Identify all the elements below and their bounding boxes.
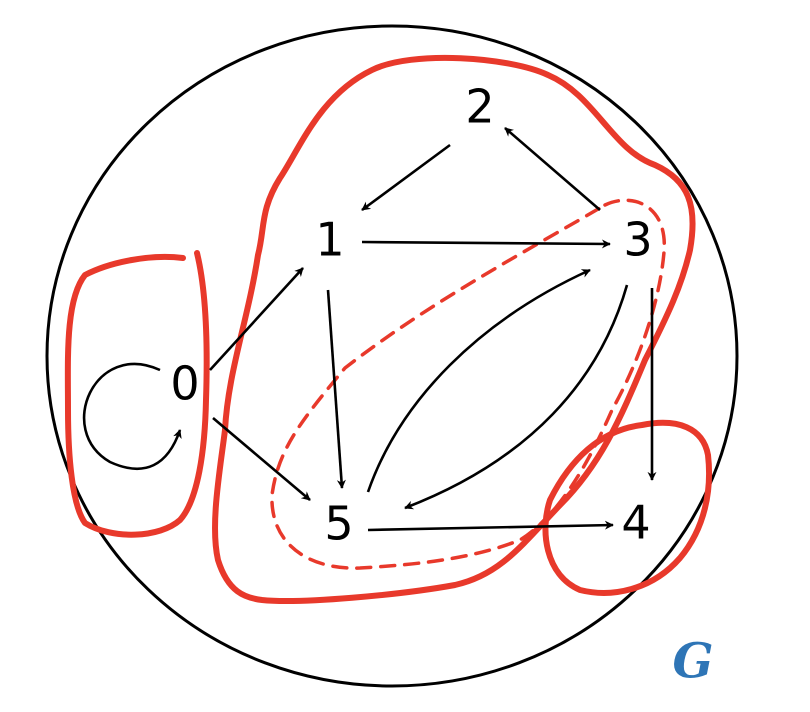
node-1-label: 1 bbox=[315, 213, 344, 267]
node-0-label: 0 bbox=[170, 357, 199, 411]
highlight-region-node-0 bbox=[64, 250, 210, 538]
graph-name-label: G bbox=[673, 634, 714, 690]
graph-boundary-circle bbox=[45, 24, 739, 688]
edge-5-to-4 bbox=[367, 520, 614, 532]
node-2-label: 2 bbox=[465, 80, 494, 134]
node-3-label: 3 bbox=[623, 213, 652, 267]
edge-1-to-5 bbox=[326, 289, 346, 489]
edge-0-to-0 bbox=[82, 362, 182, 471]
edge-3-to-2 bbox=[504, 127, 601, 211]
edge-5-to-3 bbox=[366, 268, 591, 493]
edge-1-to-3 bbox=[361, 239, 611, 249]
highlight-region-large bbox=[212, 54, 696, 604]
highlight-region-dashed-3-5 bbox=[270, 198, 666, 570]
highlight-region-node-4 bbox=[542, 419, 713, 596]
edge-3-to-5 bbox=[404, 284, 629, 510]
edge-0-to-5 bbox=[212, 417, 311, 501]
edge-2-to-1 bbox=[361, 143, 451, 212]
node-5-label: 5 bbox=[324, 497, 353, 551]
node-4-label: 4 bbox=[621, 496, 650, 550]
edge-0-to-1 bbox=[209, 267, 304, 371]
